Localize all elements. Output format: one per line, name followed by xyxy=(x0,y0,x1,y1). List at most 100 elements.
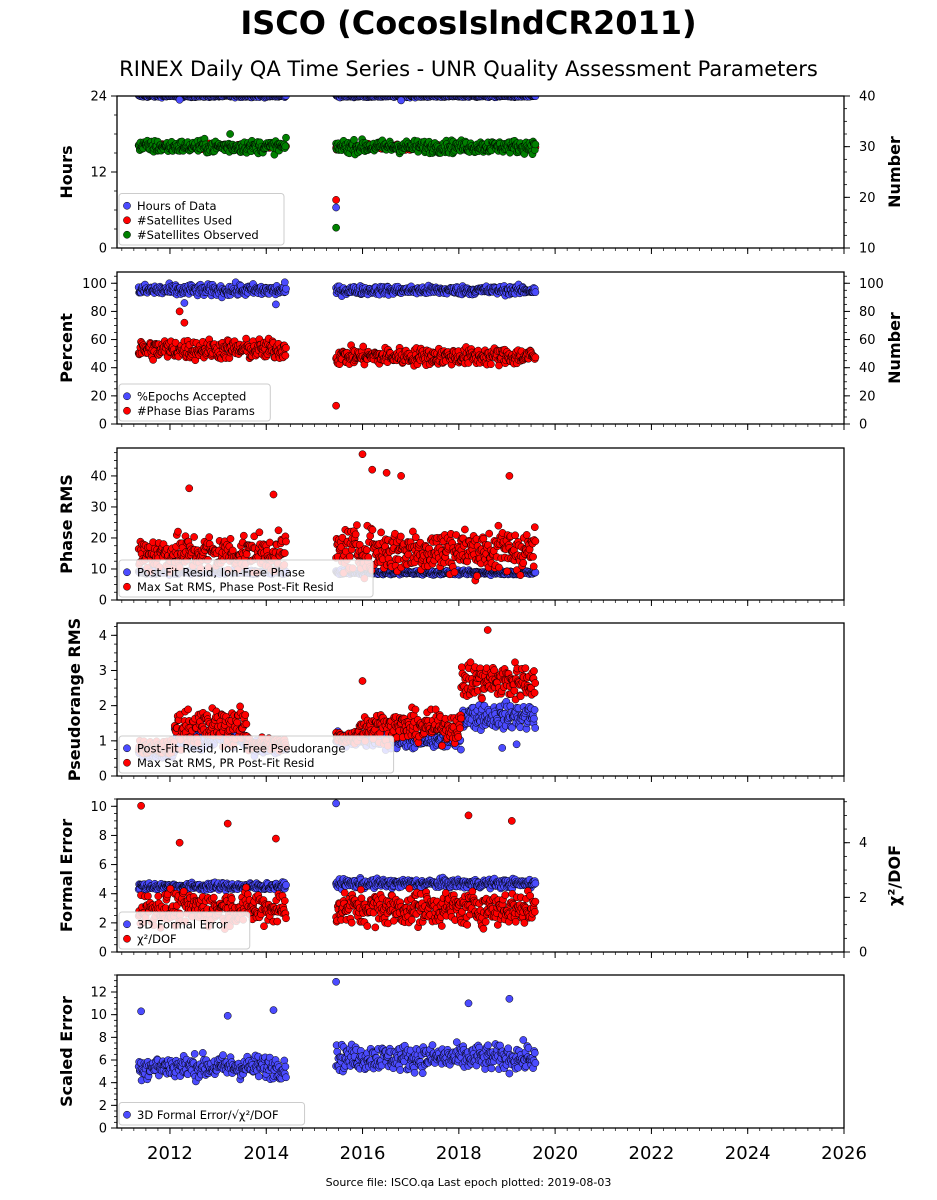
point-red xyxy=(149,356,157,364)
point-red xyxy=(473,572,481,580)
point-red xyxy=(239,531,248,540)
outlier-point-red xyxy=(382,468,391,477)
legend-label: #Phase Bias Params xyxy=(137,404,255,418)
point-red xyxy=(494,521,503,530)
outlier-point-red xyxy=(368,465,377,474)
legend-marker xyxy=(123,230,131,239)
y-tick-label: 80 xyxy=(90,305,107,320)
point-red xyxy=(450,568,459,577)
outlier-point-blue xyxy=(175,96,184,104)
y-tick-label: 20 xyxy=(90,531,107,546)
outlier-point-blue xyxy=(332,203,340,212)
point-red xyxy=(265,538,274,547)
outlier-point-blue xyxy=(498,744,507,752)
y-tick-label: 40 xyxy=(90,469,107,484)
point-blue xyxy=(531,288,540,297)
point-red xyxy=(242,334,250,343)
legend-marker xyxy=(123,392,131,401)
outlier-point-red xyxy=(185,484,194,493)
point-red xyxy=(529,562,538,571)
point-red xyxy=(359,342,368,351)
y-tick-label: 100 xyxy=(82,277,107,292)
legend: %Epochs Accepted#Phase Bias Params xyxy=(118,383,271,422)
point-red xyxy=(282,344,290,352)
point-red xyxy=(377,528,385,537)
point-red xyxy=(516,571,525,580)
outlier-point-red xyxy=(269,490,278,499)
y2-tick-label: 20 xyxy=(859,389,876,404)
point-red xyxy=(531,353,540,362)
outlier-point-blue xyxy=(397,96,405,105)
y-axis-title: Percent xyxy=(57,313,76,383)
legend-label: Hours of Data xyxy=(137,199,217,213)
point-red xyxy=(461,525,469,534)
outlier-point-red xyxy=(332,401,340,410)
legend: Hours of Data#Satellites Used#Satellites… xyxy=(118,193,285,246)
outlier-point-blue xyxy=(512,740,521,749)
point-green xyxy=(281,142,290,151)
y-axis-title: Phase RMS xyxy=(57,474,76,574)
chart-title: ISCO (CocosIslndCR2011) xyxy=(240,4,697,42)
y-tick-label: 20 xyxy=(90,389,107,404)
legend-label: %Epochs Accepted xyxy=(137,389,246,403)
y-tick-label: 24 xyxy=(90,90,107,105)
panel-1-points xyxy=(134,96,540,232)
outlier-point-green xyxy=(226,130,234,138)
legend-marker xyxy=(123,406,131,415)
point-blue xyxy=(516,723,525,732)
outlier-point-red xyxy=(180,318,189,327)
legend-marker xyxy=(123,582,131,591)
point-red xyxy=(353,521,361,529)
y-tick-label: 10 xyxy=(90,562,107,577)
legend-label: #Satellites Observed xyxy=(137,228,259,242)
y2-tick-label: 20 xyxy=(859,191,876,206)
y2-tick-label: 60 xyxy=(859,333,876,348)
point-red xyxy=(184,705,192,714)
point-red xyxy=(174,527,182,536)
legend-marker xyxy=(123,568,131,577)
y-tick-label: 0 xyxy=(99,242,107,257)
point-blue xyxy=(530,706,539,714)
point-red xyxy=(487,360,495,369)
point-red xyxy=(495,563,503,572)
point-red xyxy=(362,546,371,554)
point-blue xyxy=(282,284,290,293)
y2-axis-title: Number xyxy=(885,136,904,208)
legend-marker xyxy=(123,216,131,225)
legend-label: Post-Fit Resid, Ion-Free Phase xyxy=(137,565,305,579)
y2-tick-label: 30 xyxy=(859,140,876,155)
y-tick-label: 0 xyxy=(99,594,107,609)
point-red xyxy=(255,528,264,537)
point-green xyxy=(282,133,290,142)
point-blue xyxy=(280,278,289,287)
point-red xyxy=(529,552,537,561)
y2-tick-label: 40 xyxy=(859,361,876,376)
y-tick-label: 0 xyxy=(99,418,107,433)
point-red xyxy=(368,525,377,534)
point-red xyxy=(281,351,290,360)
y2-tick-label: 40 xyxy=(859,90,876,105)
y-tick-label: 12 xyxy=(90,166,107,181)
outlier-point-red xyxy=(505,472,514,480)
point-red xyxy=(519,559,528,567)
panel-2-points xyxy=(134,278,540,410)
point-red xyxy=(485,529,494,538)
legend-label: Max Sat RMS, Phase Post-Fit Resid xyxy=(137,580,334,594)
legend-marker xyxy=(123,201,131,210)
point-red xyxy=(280,549,289,557)
y2-tick-label: 100 xyxy=(859,277,884,292)
point-red xyxy=(282,537,290,546)
point-red xyxy=(503,567,511,576)
point-blue xyxy=(457,745,465,754)
outlier-point-blue xyxy=(180,299,189,307)
point-green xyxy=(531,140,540,149)
point-blue xyxy=(530,714,538,723)
y-tick-label: 30 xyxy=(90,500,107,515)
legend-label: #Satellites Used xyxy=(137,213,232,227)
panel-frame xyxy=(116,271,845,425)
